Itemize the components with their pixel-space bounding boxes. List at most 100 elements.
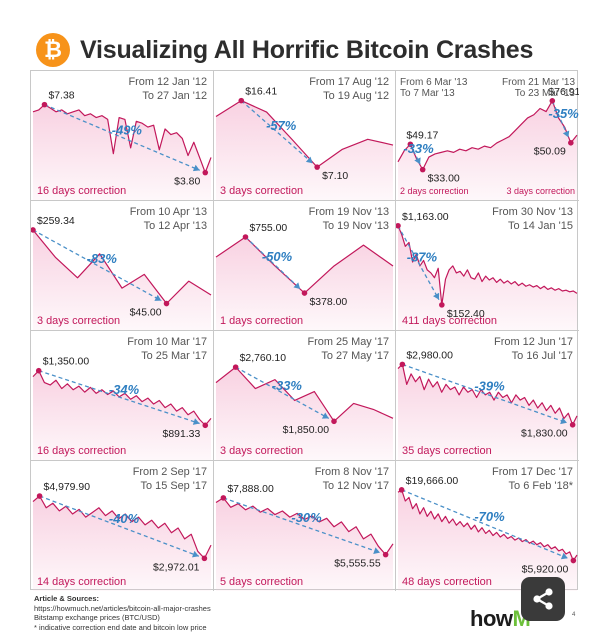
share-button[interactable] xyxy=(521,577,565,621)
trend-arrow xyxy=(397,225,440,300)
low-point xyxy=(201,555,208,562)
low-price-label: $891.33 xyxy=(163,429,201,440)
drop-percent: -30% xyxy=(291,510,322,525)
low-point xyxy=(419,166,426,173)
low-price-label: $33.00 xyxy=(428,174,460,185)
arrow-head xyxy=(192,550,199,558)
high-point xyxy=(232,364,239,370)
high-price-label: $76.91 xyxy=(548,87,579,98)
high-point xyxy=(31,227,36,233)
date-to: To 19 Aug '12 xyxy=(323,90,389,102)
date-to-2: To 23 Mar '13 xyxy=(515,88,576,99)
footer-note: * indicative correction end date and bit… xyxy=(34,622,207,632)
drop-percent: -49% xyxy=(112,123,143,138)
footer-source-link[interactable]: https://howmuch.net/articles/bitcoin-all… xyxy=(34,603,211,613)
price-line xyxy=(32,104,212,174)
low-price-label: $152.40 xyxy=(447,309,485,320)
crash-panel-11: -30% $7,888.00 $5,555.55 From 8 Nov '17 To 1… xyxy=(214,461,396,591)
low-price-label: $5,555.55 xyxy=(334,559,381,570)
crash-chart-7: -34% $1,350.00 $891.33 From 10 Mar '17 To 25… xyxy=(32,336,212,460)
high-point xyxy=(398,487,405,493)
crash-panel-7: -34% $1,350.00 $891.33 From 10 Mar '17 To 25… xyxy=(31,331,214,461)
high-price-label: $7.38 xyxy=(48,91,74,102)
arrow-head xyxy=(192,418,200,425)
crash-panel-9: -39% $2,980.00 $1,830.00 From 12 Jun '17 To … xyxy=(396,331,579,461)
crash-chart-3: -33%$49.17 $33.00 -35% $76.91 $50.09 From 6 M… xyxy=(397,77,579,200)
date-from: From 10 Mar '17 xyxy=(127,336,207,348)
high-price-label: $16.41 xyxy=(245,87,277,98)
low-price-label: $1,830.00 xyxy=(521,429,568,440)
drop-percent: -33% xyxy=(272,378,303,393)
trend-arrow xyxy=(44,104,201,171)
date-to: To 12 Apr '13 xyxy=(144,220,207,232)
arrow-head xyxy=(560,552,568,560)
crash-chart-6: -87% $1,163.00 $152.40 From 30 Nov '13 To 14… xyxy=(396,206,578,330)
crash-panel-8: -33% $2,760.10 $1,850.00 From 25 May '17 To … xyxy=(214,331,396,461)
low-point xyxy=(202,422,209,429)
low-point xyxy=(301,290,308,296)
arrow-head xyxy=(154,294,162,301)
date-to: To 27 May '17 xyxy=(321,350,389,362)
crash-chart-11: -30% $7,888.00 $5,555.55 From 8 Nov '17 To 1… xyxy=(215,466,394,591)
crash-chart-1: -49% $7.38 $3.80 From 12 Jan '12 To 27 Jan '… xyxy=(32,76,212,200)
date-from: From 17 Aug '12 xyxy=(309,76,389,88)
low-point xyxy=(439,302,445,308)
date-to: To 14 Jan '15 xyxy=(508,220,573,232)
high-point xyxy=(242,234,249,240)
date-from: From 8 Nov '17 xyxy=(315,466,389,478)
correction-duration: 2 days correction xyxy=(400,186,468,196)
low-price-label: $3.80 xyxy=(174,177,200,188)
logo-main: how xyxy=(470,606,513,631)
footer-heading: Article & Sources: xyxy=(34,594,100,603)
correction-duration: 48 days correction xyxy=(402,576,492,588)
low-point xyxy=(331,418,337,425)
date-to: To 16 Jul '17 xyxy=(512,350,573,362)
high-point xyxy=(41,101,48,108)
date-from: From 6 Mar '13 xyxy=(400,77,468,88)
high-point xyxy=(399,361,406,368)
date-from: From 10 Apr '13 xyxy=(130,206,207,218)
drop-percent: -34% xyxy=(109,382,140,397)
drop-percent: -50% xyxy=(262,249,293,264)
share-icon xyxy=(533,588,553,610)
price-line xyxy=(215,99,394,168)
low-point xyxy=(163,300,170,307)
price-line xyxy=(215,366,394,422)
crash-chart-2: -57% $16.41 $7.10 From 17 Aug '12 To 19 Aug … xyxy=(215,76,394,200)
crash-panel-3: -33% $49.17 $33.00 -35% $76.91 $50.09 From 6 M… xyxy=(396,71,579,201)
price-area xyxy=(215,237,394,330)
low-price-label: $378.00 xyxy=(309,297,347,308)
arrow-head xyxy=(414,157,421,165)
low-price-label: $2,972.01 xyxy=(153,562,200,573)
high-price-label: $2,980.00 xyxy=(406,350,453,361)
page-title: Visualizing All Horrific Bitcoin Crashes xyxy=(80,35,534,64)
date-from: From 30 Nov '13 xyxy=(492,206,573,218)
footer: Article & Sources: https://howmuch.net/a… xyxy=(34,594,211,632)
low-point xyxy=(202,169,209,176)
drop-percent: -39% xyxy=(474,379,505,394)
low-point xyxy=(570,557,577,564)
low-price-label: $5,920.00 xyxy=(522,564,569,576)
crash-chart-grid: -49% $7.38 $3.80 From 12 Jan '12 To 27 Jan '… xyxy=(30,70,579,591)
trend-arrow xyxy=(32,229,162,302)
header: ₿ Visualizing All Horrific Bitcoin Crash… xyxy=(36,30,533,70)
arrow-head xyxy=(321,412,329,419)
low-price-label: $7.10 xyxy=(322,171,348,182)
crash-panel-10: -40% $4,979.90 $2,972.01 From 2 Sep '17 To 1… xyxy=(31,461,214,591)
correction-duration-2: 3 days correction xyxy=(507,186,575,196)
price-line xyxy=(397,225,578,306)
drop-percent: -33% xyxy=(403,141,434,156)
drop-percent: -87% xyxy=(407,249,438,264)
price-line xyxy=(32,495,212,559)
date-to: To 25 Mar '17 xyxy=(141,350,207,362)
crash-panel-2: -57% $16.41 $7.10 From 17 Aug '12 To 19 Aug … xyxy=(214,71,396,201)
price-area xyxy=(32,370,212,460)
footer-source-exchange: Bitstamp exchange prices (BTC/USD) xyxy=(34,613,160,622)
arrow-head xyxy=(373,547,380,554)
trend-arrow xyxy=(235,366,330,419)
high-point xyxy=(35,367,42,374)
date-from: From 25 May '17 xyxy=(307,336,389,348)
date-from-2: From 21 Mar '13 xyxy=(502,77,575,88)
crash-chart-4: -83% $259.34 $45.00 From 10 Apr '13 To 12 Ap… xyxy=(31,206,212,330)
trend-arrow xyxy=(409,143,421,165)
